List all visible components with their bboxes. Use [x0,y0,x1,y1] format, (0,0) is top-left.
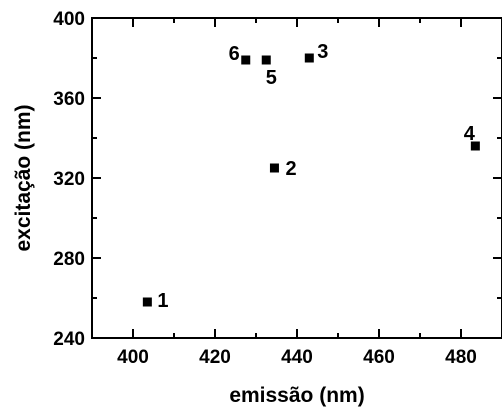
data-point-label: 5 [266,67,277,89]
plot-frame [91,17,502,339]
data-point-label: 6 [229,43,240,65]
x-axis-label: emissão (nm) [229,384,364,407]
data-point-label: 2 [285,158,296,180]
data-points: 1 2 3 4 5 6 [142,41,480,312]
data-point-6 [241,55,251,65]
x-tick-label: 460 [363,347,395,368]
x-tick-label: 440 [281,347,313,368]
data-point-2 [269,163,279,173]
x-tick-label: 480 [445,347,477,368]
y-tick-label: 320 [53,169,85,190]
x-tick-label: 420 [199,347,231,368]
y-tick-label: 360 [53,89,85,110]
data-point-3 [304,53,314,63]
data-point-1 [142,297,152,307]
y-axis-label: excitação (nm) [12,104,35,251]
y-axis-ticks: 240 280 320 360 400 [53,9,502,350]
data-point-label: 1 [157,290,168,312]
data-point-label: 3 [317,41,328,63]
data-point-5 [261,55,271,65]
x-tick-label: 400 [117,347,149,368]
x-axis-ticks: 400 420 440 460 480 [91,18,502,368]
y-tick-label: 280 [53,249,85,270]
y-tick-label: 400 [53,9,85,30]
data-point-label: 4 [464,123,476,145]
y-tick-label: 240 [53,329,85,350]
data-point-4 [470,141,480,151]
